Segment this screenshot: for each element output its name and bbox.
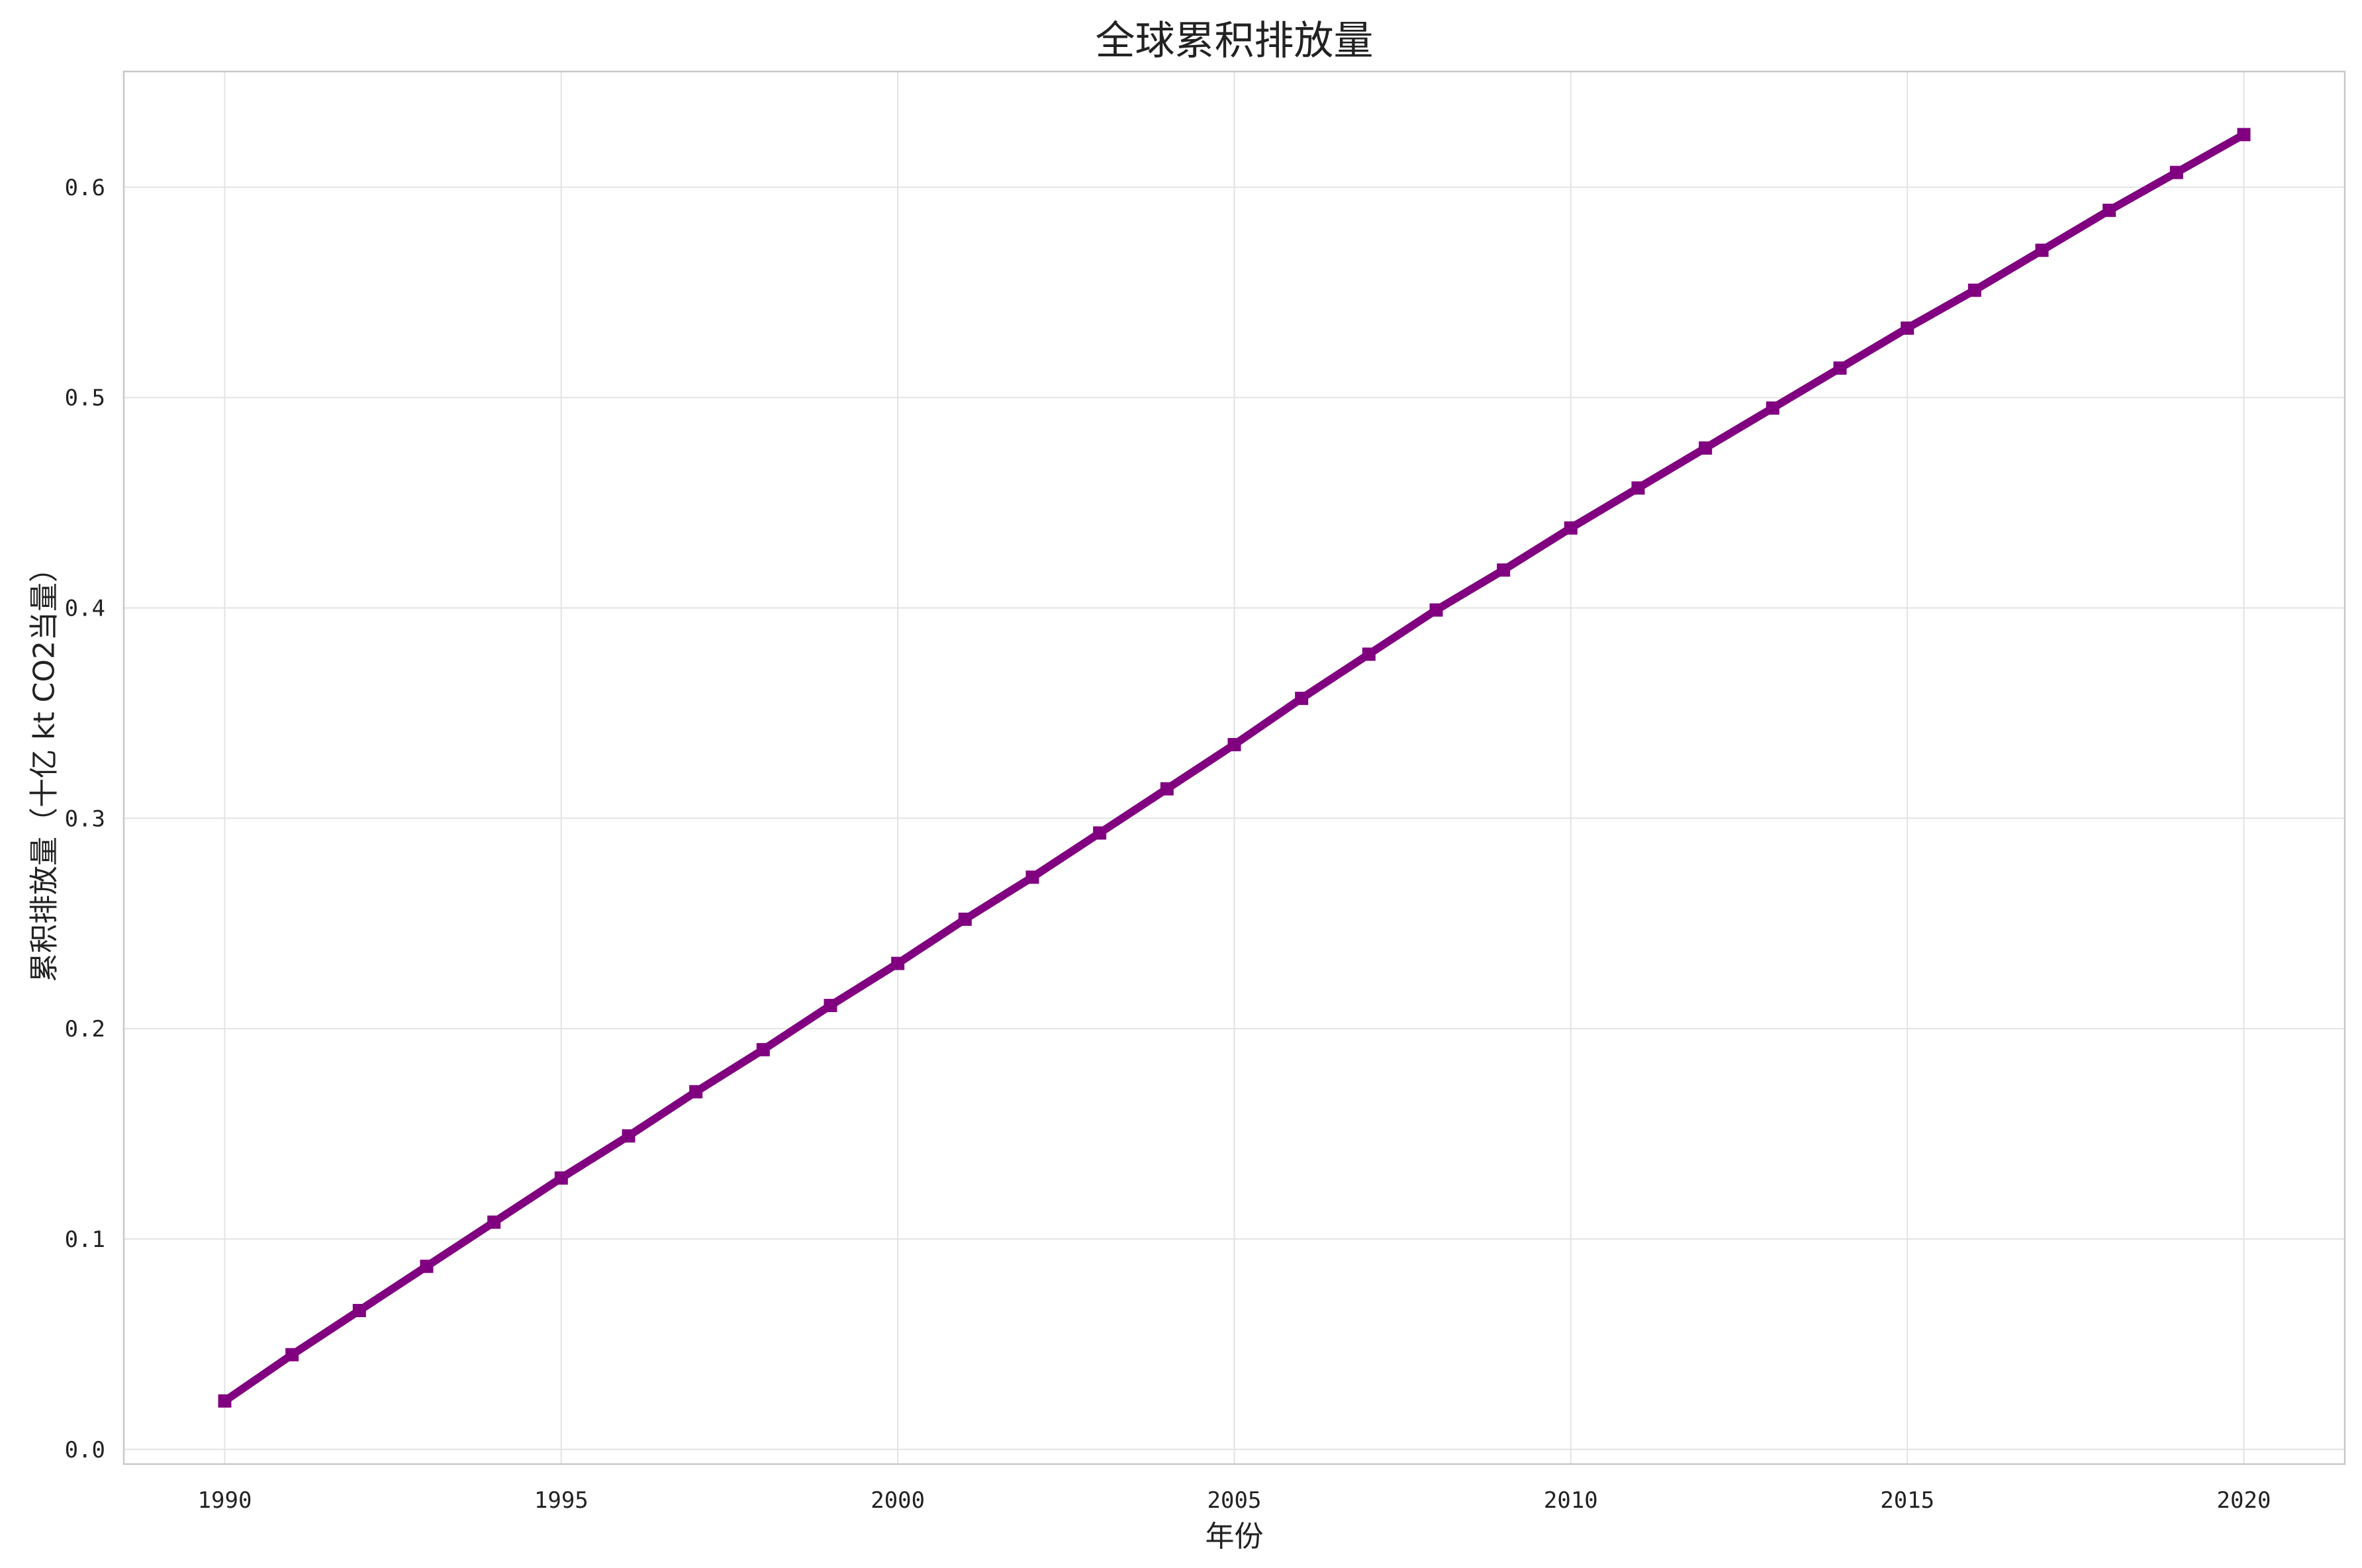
- x-tick-label: 2005: [1207, 1487, 1262, 1514]
- data-point: [756, 1042, 770, 1056]
- data-point: [689, 1085, 703, 1099]
- y-tick-label: 0.0: [65, 1437, 105, 1463]
- data-point: [1295, 692, 1309, 706]
- data-point: [1564, 521, 1578, 535]
- data-point: [285, 1348, 299, 1361]
- data-point: [2035, 244, 2049, 257]
- data-point: [824, 999, 837, 1013]
- y-tick-label: 0.4: [65, 595, 105, 622]
- data-point: [1967, 283, 1981, 297]
- data-point: [1227, 738, 1241, 752]
- x-axis: 1990 1995 2000 2005 2010 2015 2020: [198, 1487, 2271, 1514]
- y-axis: 0.0 0.1 0.2 0.3 0.4 0.5 0.6: [65, 175, 105, 1463]
- data-point: [218, 1394, 232, 1408]
- grid: [124, 71, 2345, 1464]
- data-point: [1160, 782, 1174, 796]
- data-point: [2102, 203, 2116, 217]
- y-tick-label: 0.2: [65, 1016, 105, 1042]
- data-point: [1093, 826, 1107, 840]
- y-tick-label: 0.1: [65, 1226, 105, 1253]
- data-point: [1631, 481, 1645, 495]
- data-point: [1497, 563, 1511, 577]
- data-point: [554, 1171, 568, 1185]
- data-point: [2237, 128, 2251, 142]
- x-tick-label: 2020: [2217, 1487, 2271, 1514]
- x-tick-label: 2015: [1880, 1487, 1934, 1514]
- data-point: [622, 1129, 636, 1143]
- y-tick-label: 0.6: [65, 175, 105, 201]
- data-point: [420, 1260, 434, 1273]
- chart-title: 全球累积排放量: [1096, 18, 1374, 64]
- data-point: [891, 956, 905, 970]
- data-point: [1025, 870, 1039, 884]
- data-point: [1362, 647, 1376, 661]
- data-point: [1699, 441, 1713, 455]
- data-point: [1766, 401, 1779, 415]
- x-axis-label: 年份: [1205, 1520, 1264, 1553]
- x-tick-label: 1990: [198, 1487, 252, 1514]
- plot-area: [122, 70, 2346, 1465]
- series-group: [218, 128, 2251, 1408]
- y-tick-label: 0.5: [65, 385, 105, 412]
- data-point: [1833, 361, 1847, 375]
- data-point: [2169, 165, 2183, 179]
- x-tick-label: 2010: [1544, 1487, 1598, 1514]
- y-axis-label: 累积排放量（十亿 kt CO2当量）: [27, 553, 61, 982]
- data-point: [487, 1215, 501, 1229]
- data-point: [352, 1303, 366, 1317]
- y-tick-label: 0.3: [65, 806, 105, 832]
- data-point: [1429, 603, 1443, 617]
- data-point: [958, 912, 972, 926]
- data-point: [1901, 321, 1914, 335]
- x-tick-label: 1995: [534, 1487, 589, 1514]
- x-tick-label: 2000: [871, 1487, 925, 1514]
